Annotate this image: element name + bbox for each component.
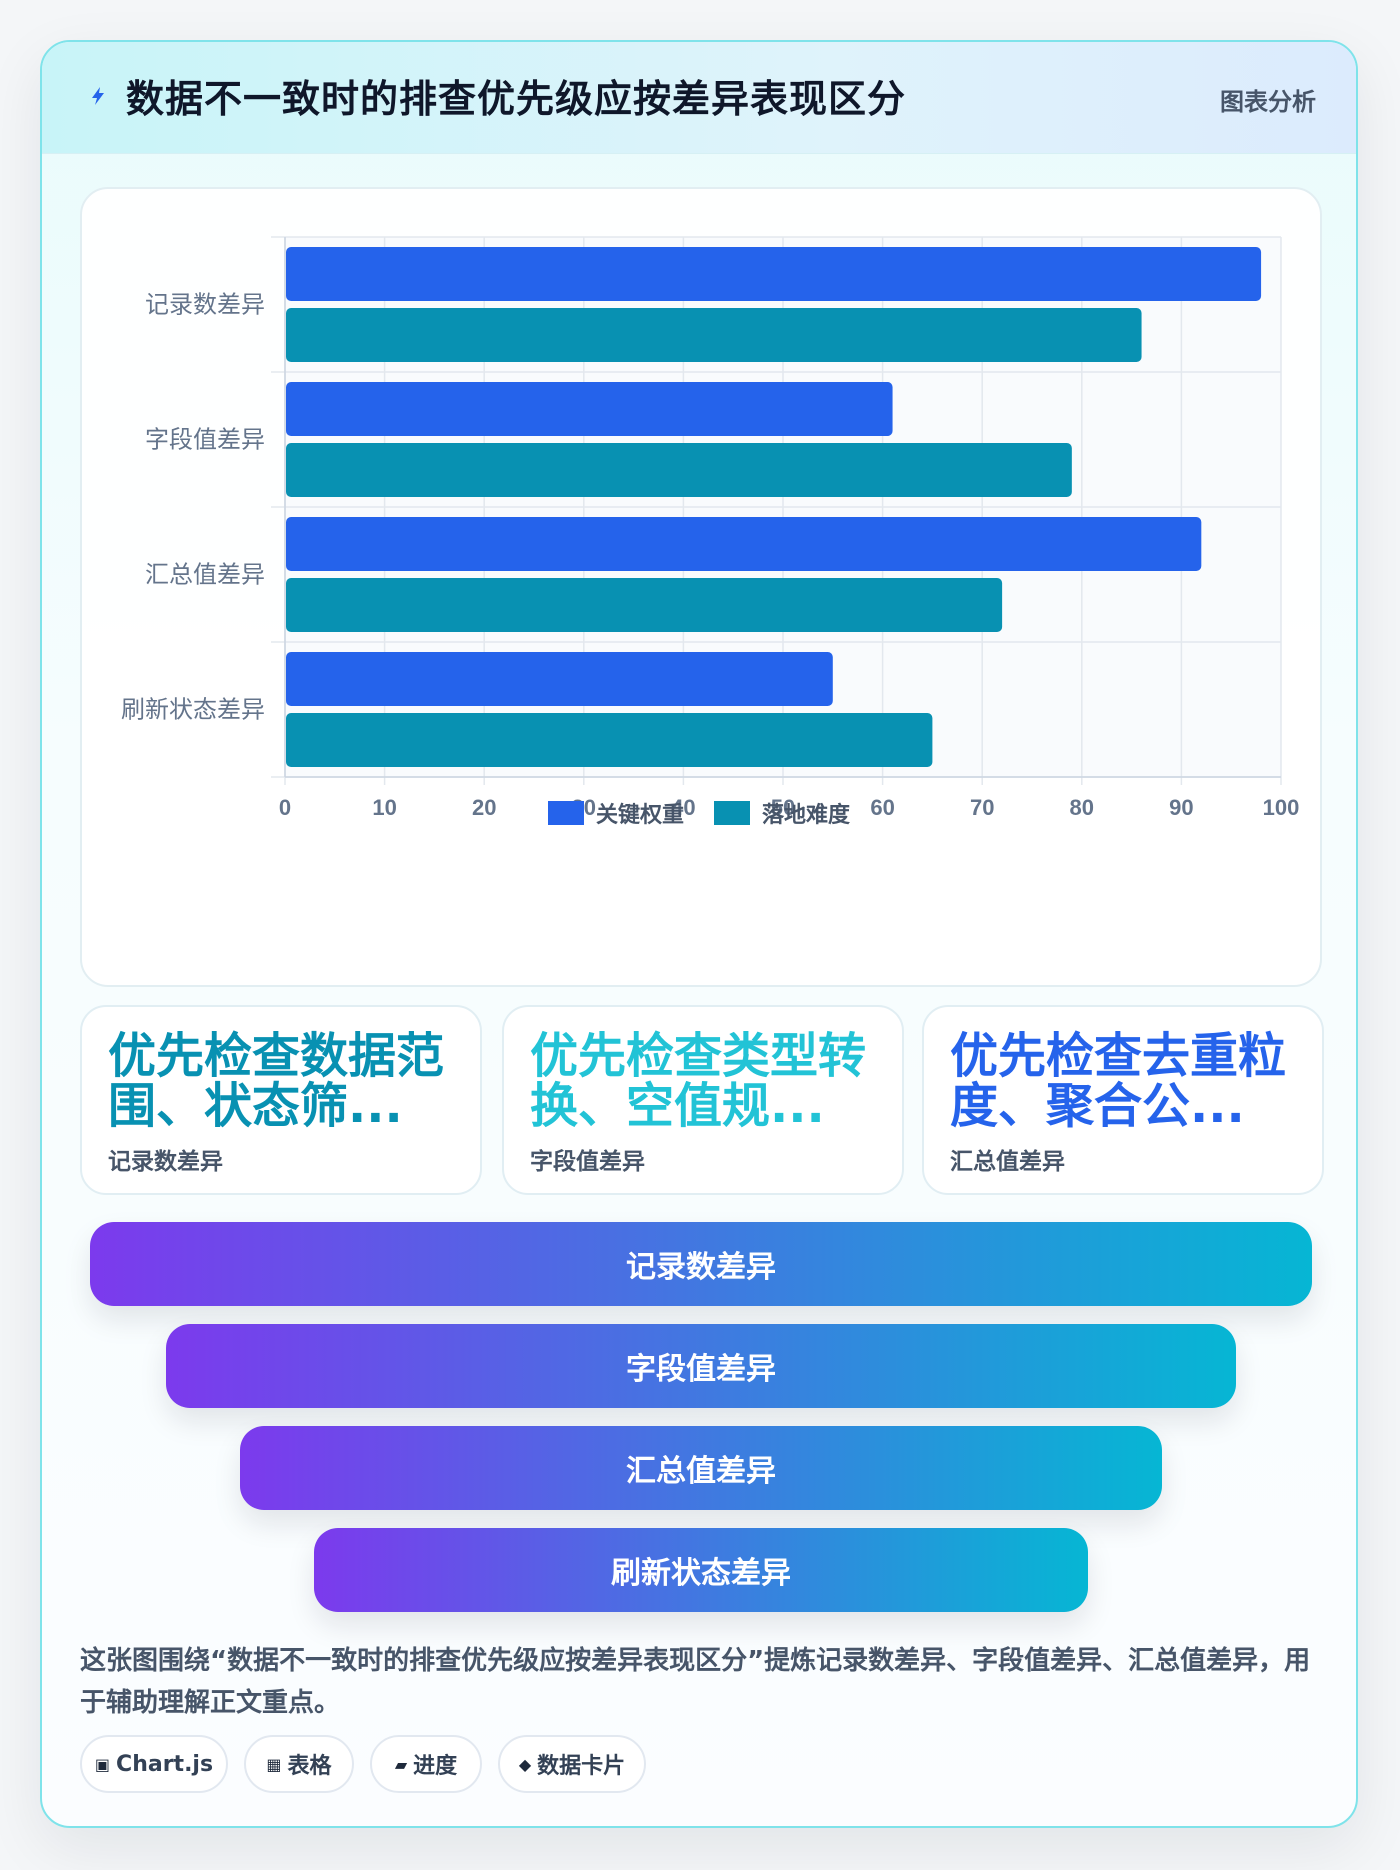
- stat-card: 优先检查类型转换、空值规... 字段值差异: [502, 1005, 904, 1195]
- main-card: 数据不一致时的排查优先级应按差异表现区分 图表分析 01020304050607…: [40, 40, 1358, 1828]
- chip-icon: ▦: [266, 1754, 282, 1774]
- chip-table[interactable]: ▦ 表格: [244, 1735, 354, 1793]
- stat-label: 字段值差异: [530, 1149, 645, 1175]
- lightning-icon: [92, 87, 104, 105]
- bar-key-weight: [286, 652, 833, 706]
- header: 数据不一致时的排查优先级应按差异表现区分 图表分析: [42, 42, 1356, 154]
- legend-swatch: [548, 801, 584, 825]
- stat-label: 汇总值差异: [950, 1149, 1065, 1175]
- x-tick-label: 80: [1070, 795, 1094, 820]
- stat-card: 优先检查数据范围、状态筛... 记录数差异: [80, 1005, 482, 1195]
- stat-card: 优先检查去重粒度、聚合公... 汇总值差异: [922, 1005, 1324, 1195]
- legend-swatch: [714, 801, 750, 825]
- x-tick-label: 70: [970, 795, 994, 820]
- page-title: 数据不一致时的排查优先级应按差异表现区分: [126, 77, 907, 121]
- chip-icon: ▣: [94, 1754, 111, 1774]
- x-tick-label: 0: [279, 795, 291, 820]
- x-tick-label: 100: [1263, 795, 1300, 820]
- chip-progress[interactable]: ▰ 进度: [370, 1735, 482, 1793]
- x-tick-label: 50: [771, 795, 795, 820]
- legend-label: 落地难度: [762, 802, 851, 828]
- funnel-step: 记录数差异: [90, 1222, 1312, 1306]
- bar-difficulty: [286, 308, 1142, 362]
- bar-key-weight: [286, 517, 1202, 571]
- chip-chartjs[interactable]: ▣ Chart.js: [80, 1735, 228, 1793]
- funnel-step-label: 记录数差异: [626, 1250, 776, 1285]
- funnel-step: 汇总值差异: [240, 1426, 1162, 1510]
- chip-label: Chart.js: [116, 1751, 214, 1777]
- chip-icon: ▰: [394, 1754, 408, 1774]
- bar-key-weight: [286, 247, 1262, 301]
- bar-difficulty: [286, 443, 1072, 497]
- bar-chart: 0102030405060708090100记录数差异字段值差异汇总值差异刷新状…: [121, 236, 1300, 828]
- bar-key-weight: [286, 382, 893, 436]
- stat-label: 记录数差异: [108, 1149, 223, 1175]
- y-category-label: 汇总值差异: [145, 561, 265, 589]
- stat-value: 优先检查去重粒度、聚合公...: [950, 1028, 1287, 1134]
- bar-difficulty: [286, 713, 933, 767]
- funnel-step: 刷新状态差异: [314, 1528, 1088, 1612]
- funnel-step-label: 刷新状态差异: [611, 1556, 791, 1591]
- header-tag: 图表分析: [1220, 88, 1316, 116]
- stat-value: 优先检查类型转换、空值规...: [530, 1028, 867, 1134]
- x-tick-label: 40: [671, 795, 695, 820]
- y-category-label: 记录数差异: [145, 291, 265, 319]
- x-tick-label: 20: [472, 795, 496, 820]
- funnel-step-label: 字段值差异: [626, 1352, 776, 1387]
- x-tick-label: 10: [372, 795, 396, 820]
- funnel-step: 字段值差异: [166, 1324, 1236, 1408]
- chart-panel: 0102030405060708090100记录数差异字段值差异汇总值差异刷新状…: [80, 187, 1322, 987]
- chip-label: 表格: [287, 1754, 332, 1779]
- y-category-label: 刷新状态差异: [121, 696, 265, 724]
- funnel-step-label: 汇总值差异: [626, 1454, 776, 1489]
- x-tick-label: 90: [1169, 795, 1193, 820]
- chip-label: 数据卡片: [537, 1754, 626, 1779]
- stat-value: 优先检查数据范围、状态筛...: [108, 1028, 445, 1134]
- bar-difficulty: [286, 578, 1003, 632]
- chip-label: 进度: [413, 1754, 458, 1779]
- legend-label: 关键权重: [596, 802, 684, 828]
- chip-data-card[interactable]: ◆ 数据卡片: [498, 1735, 646, 1793]
- chip-icon: ◆: [518, 1754, 532, 1774]
- y-category-label: 字段值差异: [145, 426, 265, 454]
- chart-description: 这张图围绕“数据不一致时的排查优先级应按差异表现区分”提炼记录数差异、字段值差异…: [80, 1646, 1311, 1718]
- x-tick-label: 60: [870, 795, 894, 820]
